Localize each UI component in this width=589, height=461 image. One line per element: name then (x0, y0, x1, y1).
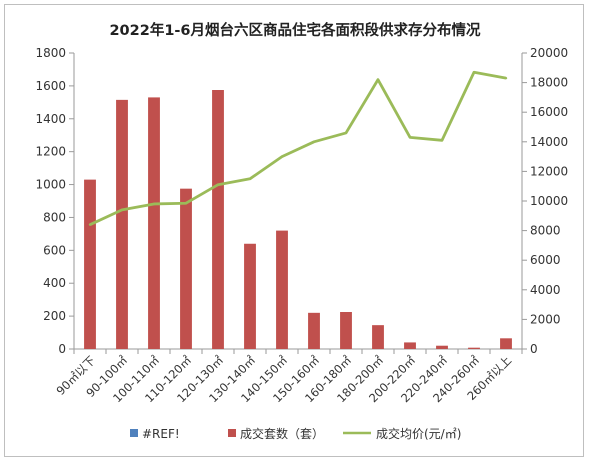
bar (84, 179, 96, 349)
left-tick-label: 1000 (35, 178, 66, 192)
left-tick-label: 800 (43, 210, 66, 224)
price-point (152, 202, 156, 206)
legend: #REF! 成交套数（套） 成交均价(元/㎡) (130, 426, 461, 441)
price-point (440, 139, 444, 142)
left-tick-label: 1200 (35, 145, 66, 159)
bar (500, 338, 512, 349)
left-tick-label: 1400 (35, 112, 66, 126)
left-tick-label: 1600 (35, 79, 66, 93)
right-tick-label: 20000 (530, 46, 568, 60)
bar (372, 325, 384, 349)
left-tick-label: 600 (43, 243, 66, 257)
bar (212, 90, 224, 349)
left-tick-label: 1800 (35, 46, 66, 60)
price-point (376, 78, 380, 81)
right-tick-label: 0 (530, 342, 538, 356)
bar (148, 97, 160, 350)
legend-swatch (130, 429, 138, 437)
price-point (120, 208, 124, 212)
price-line (89, 70, 507, 226)
bar (244, 243, 256, 349)
bar (180, 188, 192, 349)
bar (340, 312, 352, 349)
right-tick-label: 8000 (530, 224, 561, 238)
right-tick-label: 12000 (530, 164, 568, 178)
bar (308, 312, 320, 349)
right-tick-label: 16000 (530, 105, 568, 119)
bar (276, 230, 288, 349)
left-tick-label: 0 (58, 342, 66, 356)
plot-area: 0200400600800100012001400160018000200040… (35, 46, 568, 405)
bar (404, 342, 416, 349)
left-tick-label: 400 (43, 276, 66, 290)
legend-label: #REF! (142, 427, 180, 441)
price-point (408, 136, 412, 139)
price-point (312, 140, 316, 143)
bar (468, 347, 480, 349)
price-point (472, 71, 476, 74)
right-tick-label: 18000 (530, 76, 568, 90)
legend-swatch (228, 429, 236, 437)
chart-title: 2022年1-6月烟台六区商品住宅各面积段供求存分布情况 (109, 21, 481, 39)
left-tick-label: 200 (43, 309, 66, 323)
price-point (344, 131, 348, 135)
right-tick-label: 14000 (530, 135, 568, 149)
price-point (280, 155, 284, 158)
right-tick-label: 6000 (530, 253, 561, 267)
bar (116, 99, 128, 349)
chart-frame: 2022年1-6月烟台六区商品住宅各面积段供求存分布情况 0 200 400 600 8… (4, 4, 584, 457)
legend-label: 成交均价(元/㎡) (376, 426, 461, 441)
right-tick-label: 10000 (530, 194, 568, 208)
bar (436, 345, 448, 349)
price-point (504, 76, 508, 80)
legend-label: 成交套数（套） (240, 426, 324, 441)
price-point (184, 202, 188, 205)
price-point (216, 183, 220, 186)
chart-svg: 2022年1-6月烟台六区商品住宅各面积段供求存分布情况 0 200 400 600 8… (35, 21, 568, 441)
right-tick-label: 4000 (530, 283, 561, 297)
price-point (248, 177, 252, 180)
price-point (88, 223, 92, 226)
right-tick-label: 2000 (530, 312, 561, 326)
